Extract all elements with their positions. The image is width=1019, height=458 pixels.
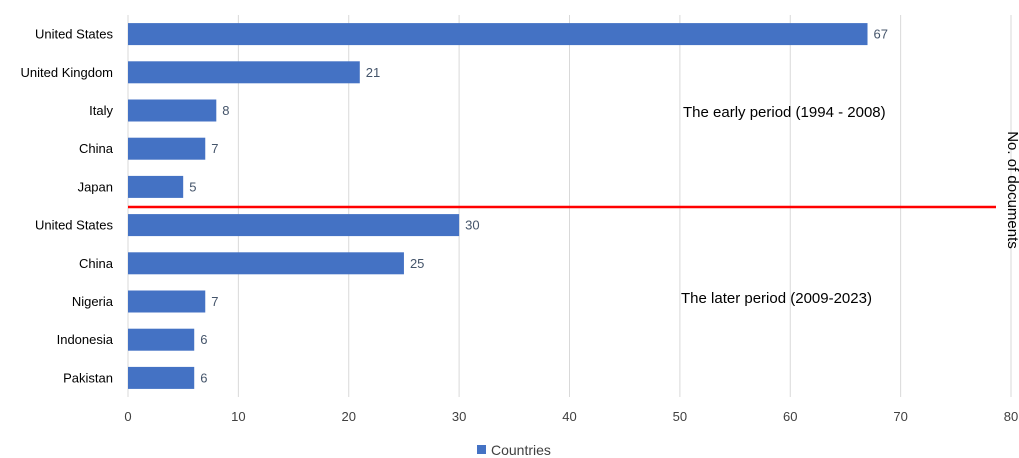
data-label: 7: [211, 294, 218, 309]
data-label: 30: [465, 218, 479, 233]
category-labels: United States United Kingdom Italy China Jap…: [21, 27, 114, 386]
x-tick-label: 80: [1004, 409, 1018, 424]
category-label: United Kingdom: [21, 65, 114, 80]
bar: [128, 290, 206, 313]
y-axis-title: No. of documents: [1004, 131, 1019, 249]
bar: [128, 23, 868, 46]
category-label: Italy: [89, 103, 113, 118]
x-tick-label: 30: [452, 409, 466, 424]
x-tick-label: 60: [783, 409, 797, 424]
category-label: Nigeria: [72, 294, 114, 309]
bar: [128, 99, 217, 122]
bar: [128, 328, 195, 351]
data-label: 67: [874, 27, 888, 42]
category-label: United States: [35, 27, 114, 42]
category-label: China: [79, 141, 114, 156]
data-label: 5: [189, 179, 196, 194]
data-labels: 67 21 8 7 5 30 25 7 6 6: [189, 27, 888, 386]
data-label: 8: [222, 103, 229, 118]
legend-label: Countries: [491, 442, 551, 458]
category-label: China: [79, 256, 114, 271]
x-tick-label: 10: [231, 409, 245, 424]
category-label: Indonesia: [57, 332, 114, 347]
bars: [128, 23, 868, 389]
annotation-later-period: The later period (2009-2023): [681, 290, 872, 307]
x-tick-label: 0: [124, 409, 131, 424]
data-label: 6: [200, 332, 207, 347]
x-tick-labels: 0 10 20 30 40 50 60 70 80: [124, 409, 1018, 424]
data-label: 25: [410, 256, 424, 271]
bar: [128, 175, 184, 198]
x-tick-label: 50: [673, 409, 687, 424]
data-label: 6: [200, 370, 207, 385]
bar: [128, 252, 404, 275]
data-label: 7: [211, 141, 218, 156]
data-label: 21: [366, 65, 380, 80]
bar: [128, 366, 195, 389]
x-tick-label: 40: [562, 409, 576, 424]
bar: [128, 61, 360, 84]
legend: Countries: [477, 442, 551, 458]
x-tick-label: 70: [893, 409, 907, 424]
category-label: Japan: [78, 179, 113, 194]
category-label: Pakistan: [63, 370, 113, 385]
category-label: United States: [35, 218, 114, 233]
bar: [128, 214, 460, 237]
legend-swatch: [477, 445, 486, 454]
x-tick-label: 20: [342, 409, 356, 424]
bar: [128, 137, 206, 160]
annotation-early-period: The early period (1994 - 2008): [683, 104, 886, 121]
